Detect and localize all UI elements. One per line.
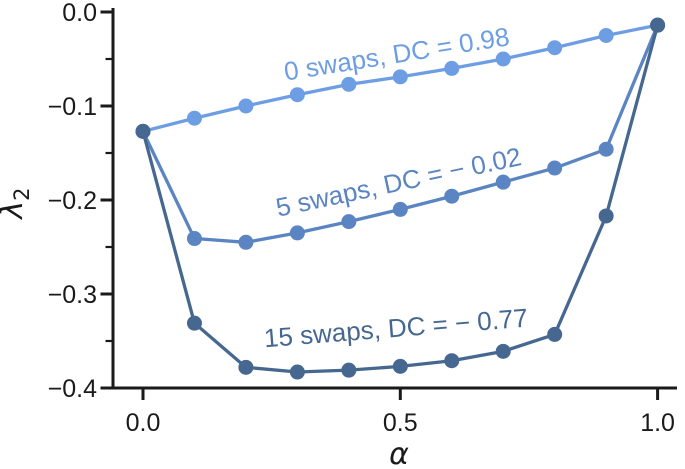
marker-15-swaps: [650, 17, 666, 33]
marker-0-swaps: [392, 69, 408, 85]
y-tick-label: 0.0: [62, 0, 97, 27]
marker-15-swaps: [392, 358, 408, 374]
marker-15-swaps: [289, 364, 305, 380]
marker-5-swaps: [444, 188, 460, 204]
marker-5-swaps: [289, 225, 305, 241]
marker-0-swaps: [238, 98, 254, 114]
marker-15-swaps: [495, 343, 511, 359]
marker-0-swaps: [186, 110, 202, 126]
x-axis-label: α: [389, 437, 409, 469]
marker-15-swaps: [341, 362, 357, 378]
marker-15-swaps: [547, 326, 563, 342]
series-label-15-swaps: 15 swaps, DC = − 0.77: [263, 303, 529, 354]
y-tick-label: −0.4: [48, 375, 97, 403]
marker-5-swaps: [186, 231, 202, 247]
marker-0-swaps: [341, 76, 357, 92]
y-axis-label-subscript: 2: [10, 187, 34, 200]
marker-5-swaps: [598, 141, 614, 157]
x-tick-label: 0.5: [383, 409, 418, 437]
marker-15-swaps: [444, 353, 460, 369]
y-tick-label: −0.3: [48, 281, 97, 309]
marker-5-swaps: [341, 214, 357, 230]
y-tick-label: −0.1: [48, 93, 97, 121]
y-axis-label-base: λ: [0, 201, 30, 221]
marker-0-swaps: [444, 60, 460, 76]
marker-0-swaps: [495, 51, 511, 67]
y-tick-label: −0.2: [48, 187, 97, 215]
x-tick-label: 0.0: [126, 409, 161, 437]
marker-15-swaps: [598, 208, 614, 224]
x-tick-label: 1.0: [640, 409, 675, 437]
y-axis-label: λ2: [0, 187, 34, 220]
marker-5-swaps: [392, 201, 408, 217]
marker-0-swaps: [289, 87, 305, 103]
marker-0-swaps: [598, 28, 614, 43]
marker-5-swaps: [238, 234, 254, 250]
marker-5-swaps: [495, 174, 511, 190]
marker-15-swaps: [186, 315, 202, 331]
marker-0-swaps: [547, 40, 563, 56]
marker-15-swaps: [135, 123, 151, 139]
marker-15-swaps: [238, 359, 254, 375]
marker-5-swaps: [547, 160, 563, 176]
